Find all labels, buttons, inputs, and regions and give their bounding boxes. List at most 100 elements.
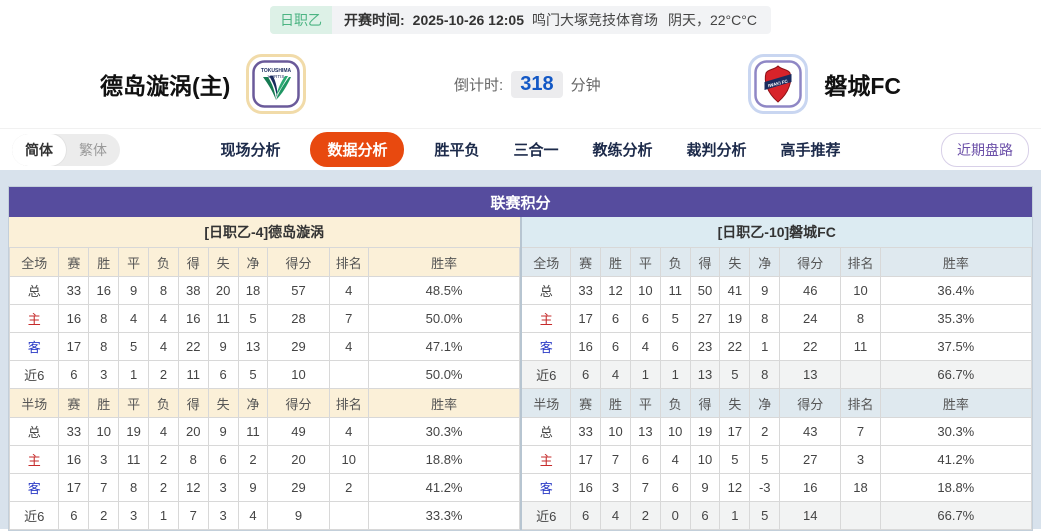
column-header: 胜	[600, 247, 631, 277]
column-header: 失	[719, 388, 751, 418]
stat-cell: 33	[570, 417, 602, 446]
tab-coach-analysis[interactable]: 教练分析	[592, 142, 653, 159]
stat-cell: 2	[148, 473, 179, 502]
stat-cell: 17	[719, 417, 751, 446]
stat-cell: 2	[328, 473, 369, 502]
column-header: 失	[207, 247, 239, 277]
lang-simplified-button[interactable]: 简体	[12, 133, 66, 166]
stat-cell: 48.5%	[367, 276, 521, 305]
stat-row: 客 16 3 7 6 9 12 -3 16 18 18.8%	[520, 473, 1033, 502]
tab-data-analysis[interactable]: 数据分析	[310, 132, 405, 167]
stat-cell: 0	[659, 501, 691, 530]
row-label: 近6	[8, 501, 60, 530]
analysis-tabs: 现场分析 数据分析 胜平负 三合一 教练分析 裁判分析 高手推荐	[120, 132, 941, 167]
away-team-group: IWAKI FC 磐城FC	[748, 54, 901, 114]
stat-cell: 6	[629, 304, 661, 333]
away-team-logo-icon: IWAKI FC	[748, 54, 809, 114]
stat-cell: 29	[267, 473, 330, 502]
row-label: 客	[8, 473, 60, 502]
row-label: 总	[8, 417, 60, 446]
column-header: 赛	[570, 247, 602, 277]
stat-cell: 35.3%	[879, 304, 1033, 333]
home-team-logo-icon: TOKUSHIMA VORTIS	[246, 54, 307, 114]
stat-cell: 16	[570, 332, 602, 361]
column-header: 胜率	[879, 247, 1033, 277]
home-halftime-column-header: 半场赛胜平负得失净得分 排名 胜率	[8, 388, 521, 418]
tab-three-in-one[interactable]: 三合一	[513, 142, 559, 159]
stat-cell: 7	[328, 304, 369, 333]
stat-cell: 3	[207, 501, 239, 530]
stat-cell: 11	[840, 332, 881, 361]
stat-cell: 11	[207, 304, 239, 333]
tab-live-analysis[interactable]: 现场分析	[220, 142, 281, 159]
league-badge: 日职乙	[270, 6, 332, 34]
column-header: 胜	[600, 388, 631, 418]
stat-row: 总 33 10 19 4 20 9 11 49 4 30.3%	[8, 417, 521, 446]
stat-cell: 1	[659, 360, 691, 389]
stat-cell: 18	[237, 276, 269, 305]
stat-cell: 3	[88, 360, 120, 389]
home-fulltime-column-header: 全场赛胜平负得失净得分 排名 胜率	[8, 247, 521, 277]
column-header-label: 全场	[8, 247, 60, 277]
stat-cell: 6	[659, 332, 691, 361]
tab-win-draw-loss[interactable]: 胜平负	[434, 142, 480, 159]
match-info-strip: 日职乙 开赛时间: 2025-10-26 12:05 鸣门大塚竞技体育场 阴天，…	[270, 6, 771, 34]
stat-cell: 4	[600, 360, 631, 389]
stat-cell: 6	[570, 360, 602, 389]
stat-cell: 5	[118, 332, 150, 361]
stats-tables: 全场赛胜平负得失净得分 排名 胜率 总 33 16 9 8 38 20 18 57 4 48.5% 主 16…	[8, 247, 1033, 530]
stat-cell: 28	[267, 304, 330, 333]
language-toggle: 简体 繁体	[12, 133, 120, 166]
stat-cell: 4	[600, 501, 631, 530]
stat-cell: 4	[237, 501, 269, 530]
stat-cell: 6	[600, 304, 631, 333]
stat-cell: 6	[629, 445, 661, 474]
stat-cell: 8	[749, 360, 781, 389]
tab-expert-picks[interactable]: 高手推荐	[780, 142, 841, 159]
home-team-table-header: [日职乙-4]德岛漩涡	[9, 217, 520, 247]
stat-cell: 4	[118, 304, 150, 333]
stat-cell: 4	[659, 445, 691, 474]
column-header: 负	[148, 247, 179, 277]
stat-cell: 8	[88, 304, 120, 333]
stat-cell: 23	[689, 332, 721, 361]
stat-cell: 16	[177, 304, 209, 333]
stat-cell: 16	[88, 276, 120, 305]
stat-cell: 10	[659, 417, 691, 446]
stat-cell: 7	[177, 501, 209, 530]
stat-cell: 9	[267, 501, 330, 530]
stat-cell: 4	[148, 417, 179, 446]
stat-cell: 20	[177, 417, 209, 446]
column-header: 平	[118, 388, 150, 418]
column-header: 排名	[840, 247, 881, 277]
stat-cell: 9	[207, 332, 239, 361]
stat-cell: 66.7%	[879, 501, 1033, 530]
stat-cell: 50.0%	[367, 304, 521, 333]
lang-traditional-button[interactable]: 繁体	[79, 141, 107, 158]
stat-cell: 4	[148, 304, 179, 333]
kickoff-time: 2025-10-26 12:05	[412, 12, 524, 28]
stat-cell: 6	[58, 501, 90, 530]
stat-cell: 41	[719, 276, 751, 305]
column-header: 负	[148, 388, 179, 418]
recent-odds-button[interactable]: 近期盘路	[941, 132, 1029, 167]
stat-cell: 22	[719, 332, 751, 361]
stat-cell: 20	[267, 445, 330, 474]
stat-cell: 36.4%	[879, 276, 1033, 305]
tab-referee-analysis[interactable]: 裁判分析	[686, 142, 747, 159]
svg-text:IWAKI FC: IWAKI FC	[768, 78, 790, 88]
stat-cell: 2	[629, 501, 661, 530]
stat-cell: 33	[58, 276, 90, 305]
stat-cell: 10	[840, 276, 881, 305]
stat-cell: 41.2%	[879, 445, 1033, 474]
stat-cell: 50.0%	[367, 360, 521, 389]
stat-cell: 8	[177, 445, 209, 474]
stat-cell: 11	[659, 276, 691, 305]
stat-cell: 2	[237, 445, 269, 474]
stat-cell: 12	[177, 473, 209, 502]
row-label: 总	[520, 417, 572, 446]
stat-cell: 7	[629, 473, 661, 502]
stat-cell: 16	[58, 445, 90, 474]
table-team-header-row: [日职乙-4]德岛漩涡 [日职乙-10]磐城FC	[9, 217, 1032, 247]
stat-cell: 4	[629, 332, 661, 361]
